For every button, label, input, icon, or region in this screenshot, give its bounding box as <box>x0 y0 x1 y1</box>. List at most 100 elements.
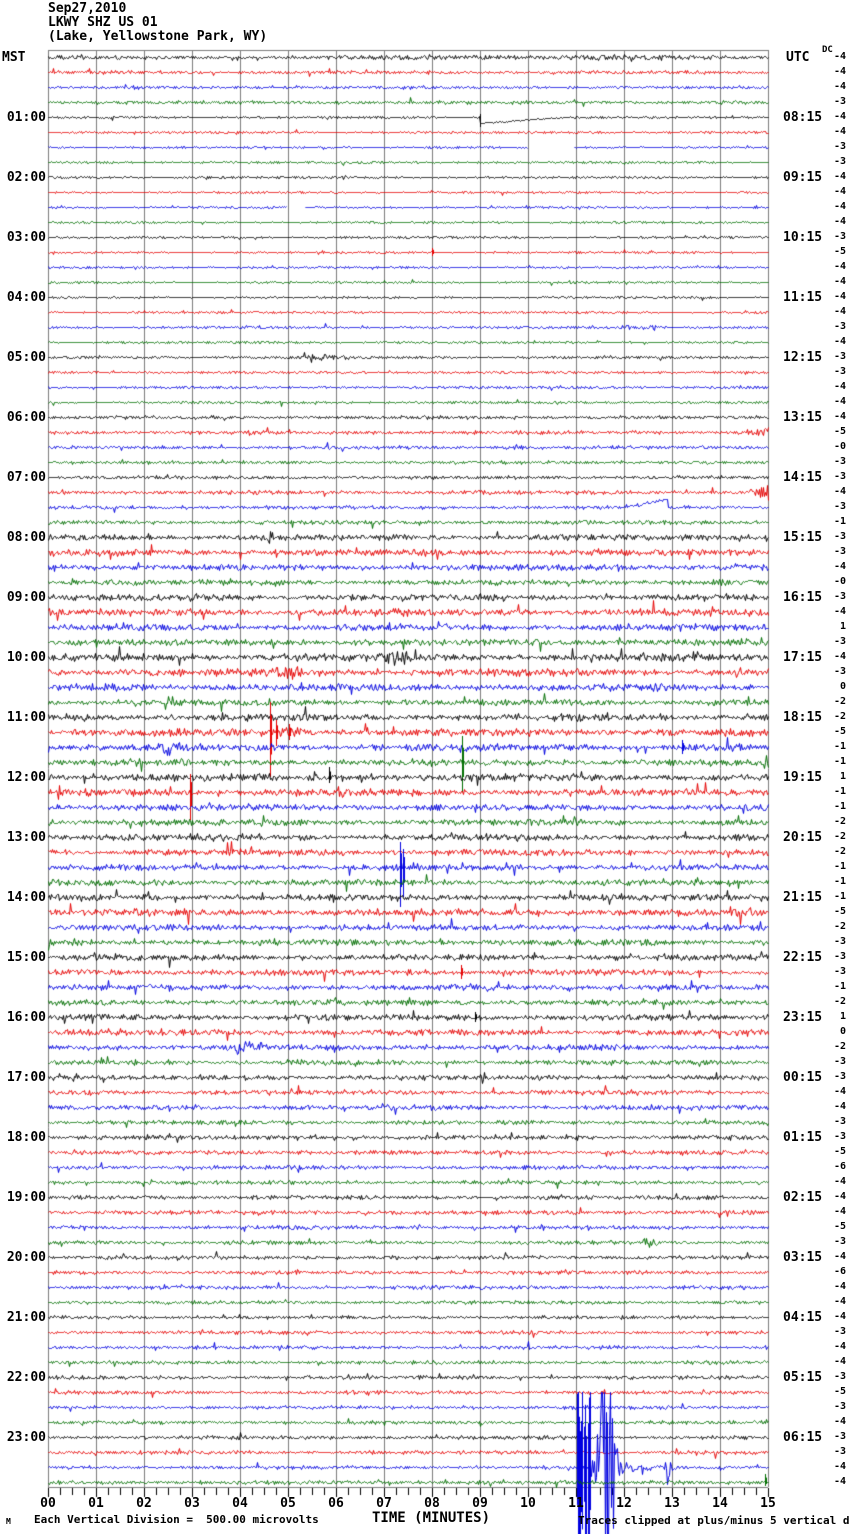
dc-offset-value: -4 <box>833 261 846 272</box>
utc-hour-label: 03:15 <box>783 1250 823 1265</box>
dc-offset-value: -2 <box>833 831 846 842</box>
mst-hour-label: 23:00 <box>6 1430 46 1445</box>
dc-offset-value: -3 <box>833 471 846 482</box>
utc-hour-label: 02:15 <box>783 1190 823 1205</box>
mst-hour-label: 21:00 <box>6 1310 46 1325</box>
dc-offset-value: -1 <box>833 756 846 767</box>
dc-offset-value: -3 <box>833 456 846 467</box>
utc-hour-label: 10:15 <box>783 230 823 245</box>
mst-hour-label: 12:00 <box>6 770 46 785</box>
dc-offset-value: -4 <box>833 276 846 287</box>
dc-offset-value: -4 <box>833 111 846 122</box>
mst-hour-label: 06:00 <box>6 410 46 425</box>
x-tick-label: 13 <box>664 1496 680 1511</box>
mst-hour-label: 14:00 <box>6 890 46 905</box>
utc-hour-label: 09:15 <box>783 170 823 185</box>
dc-offset-value: -4 <box>833 411 846 422</box>
mst-hour-label: 22:00 <box>6 1370 46 1385</box>
x-tick-label: 11 <box>568 1496 584 1511</box>
dc-offset-value: -3 <box>833 531 846 542</box>
mst-hour-label: 02:00 <box>6 170 46 185</box>
dc-offset-value: -3 <box>833 636 846 647</box>
dc-offset-value: -4 <box>833 486 846 497</box>
dc-offset-value: -5 <box>833 1146 846 1157</box>
dc-offset-value: -4 <box>833 51 846 62</box>
dc-offset-value: -4 <box>833 606 846 617</box>
x-tick-label: 08 <box>424 1496 440 1511</box>
x-tick-label: 02 <box>136 1496 152 1511</box>
utc-hour-label: 14:15 <box>783 470 823 485</box>
dc-offset-value: -4 <box>833 1086 846 1097</box>
dc-offset-value: -4 <box>833 1191 846 1202</box>
x-tick-label: 12 <box>616 1496 632 1511</box>
x-tick-label: 05 <box>280 1496 296 1511</box>
utc-hour-label: 12:15 <box>783 350 823 365</box>
dc-offset-value: -3 <box>833 141 846 152</box>
dc-offset-value: -6 <box>833 1266 846 1277</box>
utc-hour-label: 15:15 <box>783 530 823 545</box>
mst-hour-label: 17:00 <box>6 1070 46 1085</box>
dc-offset-value: -4 <box>833 1176 846 1187</box>
dc-offset-value: -4 <box>833 396 846 407</box>
dc-offset-value: -2 <box>833 921 846 932</box>
dc-offset-value: -5 <box>833 1221 846 1232</box>
dc-offset-value: -2 <box>833 996 846 1007</box>
dc-offset-value: -0 <box>833 576 846 587</box>
x-tick-label: 15 <box>760 1496 776 1511</box>
utc-hour-label: 17:15 <box>783 650 823 665</box>
footer-left: Each Vertical Division = 500.00 microvol… <box>34 1513 319 1526</box>
x-tick-label: 09 <box>472 1496 488 1511</box>
dc-offset-value: -4 <box>833 1281 846 1292</box>
dc-offset-value: -4 <box>833 216 846 227</box>
mst-hour-label: 13:00 <box>6 830 46 845</box>
mst-hour-label: 07:00 <box>6 470 46 485</box>
x-tick-label: 14 <box>712 1496 728 1511</box>
x-tick-label: 10 <box>520 1496 536 1511</box>
utc-hour-label: 06:15 <box>783 1430 823 1445</box>
mst-hour-label: 09:00 <box>6 590 46 605</box>
dc-offset-value: -3 <box>833 231 846 242</box>
dc-offset-value: -4 <box>833 186 846 197</box>
dc-offset-value: -5 <box>833 426 846 437</box>
dc-offset-value: -5 <box>833 1386 846 1397</box>
dc-offset-value: -3 <box>833 366 846 377</box>
dc-offset-value: -4 <box>833 1356 846 1367</box>
utc-hour-label: 22:15 <box>783 950 823 965</box>
dc-offset-value: -1 <box>833 981 846 992</box>
dc-offset-value: -1 <box>833 891 846 902</box>
dc-offset-value: -4 <box>833 1341 846 1352</box>
dc-offset-value: -4 <box>833 1251 846 1262</box>
dc-offset-value: -4 <box>833 1311 846 1322</box>
dc-offset-value: -4 <box>833 1296 846 1307</box>
x-tick-label: 01 <box>88 1496 104 1511</box>
dc-offset-value: -3 <box>833 1071 846 1082</box>
dc-offset-value: -1 <box>833 786 846 797</box>
dc-offset-value: -4 <box>833 126 846 137</box>
mst-hour-label: 20:00 <box>6 1250 46 1265</box>
dc-offset-value: -3 <box>833 666 846 677</box>
dc-offset-value: -3 <box>833 351 846 362</box>
dc-offset-value: -0 <box>833 441 846 452</box>
dc-offset-value: -3 <box>833 591 846 602</box>
dc-offset-value: -3 <box>833 321 846 332</box>
dc-offset-value: -1 <box>833 801 846 812</box>
dc-offset-value: -3 <box>833 1371 846 1382</box>
dc-axis-title: DC <box>822 45 833 55</box>
dc-offset-value: -3 <box>833 1131 846 1142</box>
dc-offset-value: 0 <box>839 1026 846 1037</box>
dc-offset-value: -2 <box>833 1041 846 1052</box>
mst-hour-label: 03:00 <box>6 230 46 245</box>
header-station: LKWY SHZ US 01 <box>48 15 158 30</box>
dc-offset-value: -6 <box>833 1161 846 1172</box>
dc-offset-value: -3 <box>833 966 846 977</box>
dc-offset-value: -3 <box>833 1236 846 1247</box>
mst-hour-label: 05:00 <box>6 350 46 365</box>
dc-offset-value: -4 <box>833 561 846 572</box>
dc-offset-value: -3 <box>833 501 846 512</box>
dc-offset-value: -1 <box>833 516 846 527</box>
dc-offset-value: -2 <box>833 816 846 827</box>
mst-hour-label: 18:00 <box>6 1130 46 1145</box>
dc-offset-value: -4 <box>833 381 846 392</box>
utc-hour-label: 23:15 <box>783 1010 823 1025</box>
